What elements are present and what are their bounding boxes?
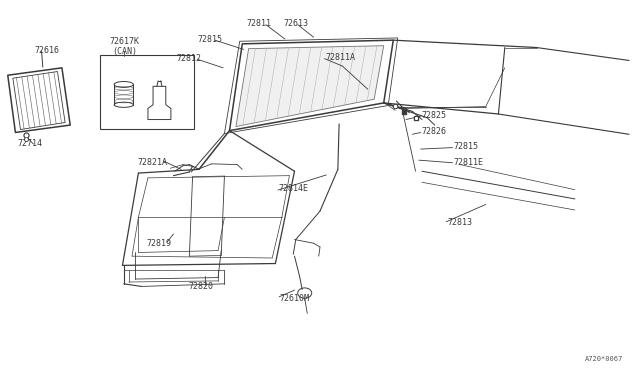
Text: 72714: 72714 — [17, 139, 42, 148]
Polygon shape — [236, 46, 384, 126]
Text: 72819: 72819 — [147, 239, 172, 248]
Text: 72815: 72815 — [198, 35, 223, 44]
Text: 72811: 72811 — [246, 19, 272, 28]
Text: 72825: 72825 — [422, 110, 447, 120]
Text: 72814E: 72814E — [278, 185, 308, 193]
Text: 72610M: 72610M — [279, 294, 309, 303]
Text: 72811A: 72811A — [325, 53, 355, 62]
Text: 72617K
(CAN): 72617K (CAN) — [109, 37, 140, 56]
Text: 72826: 72826 — [422, 127, 447, 136]
Text: 72821A: 72821A — [137, 157, 167, 167]
Bar — [100, 55, 195, 129]
Text: 72613: 72613 — [283, 19, 308, 28]
Text: A720*0067: A720*0067 — [584, 356, 623, 362]
Text: 72815: 72815 — [454, 142, 479, 151]
Text: 72811E: 72811E — [454, 157, 484, 167]
Text: 72812: 72812 — [177, 54, 202, 63]
Text: 72813: 72813 — [447, 218, 472, 227]
Text: 72820: 72820 — [188, 282, 213, 291]
Text: 72616: 72616 — [35, 46, 60, 55]
